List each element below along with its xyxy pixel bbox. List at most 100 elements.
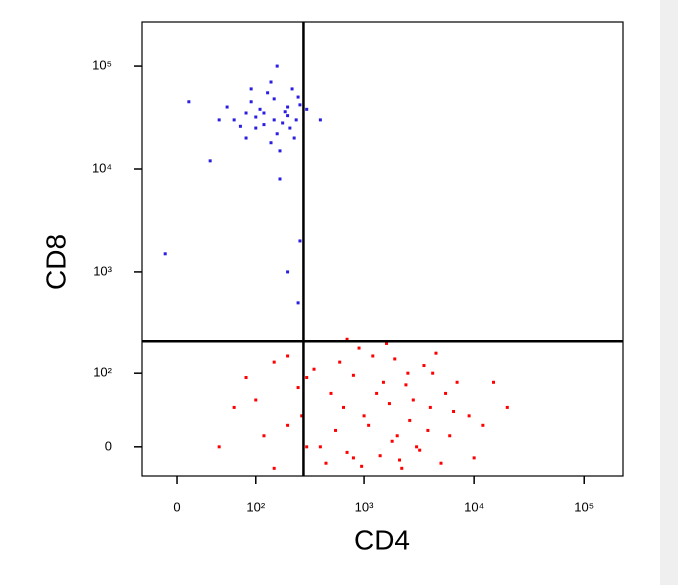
point: [244, 111, 248, 115]
point: [254, 126, 258, 130]
point: [275, 64, 279, 68]
point: [305, 107, 309, 111]
point: [472, 456, 476, 460]
point: [324, 461, 328, 465]
point: [362, 414, 366, 418]
point: [415, 445, 419, 449]
point: [208, 159, 212, 163]
point: [312, 367, 316, 371]
point: [385, 341, 389, 345]
point: [418, 448, 422, 452]
point: [452, 409, 456, 413]
x-tick-label: 0: [173, 499, 180, 514]
point: [400, 466, 404, 470]
point: [272, 360, 276, 364]
point: [434, 351, 438, 355]
point: [404, 383, 408, 387]
point: [300, 414, 304, 418]
point: [187, 100, 191, 104]
point: [288, 126, 292, 130]
y-axis-label: CD8: [40, 234, 71, 290]
point: [375, 391, 379, 395]
point: [286, 354, 290, 358]
y-tick-label: 10⁵: [92, 58, 112, 73]
point: [351, 456, 355, 460]
point: [481, 423, 485, 427]
point: [232, 118, 236, 122]
point: [283, 110, 287, 114]
point: [431, 371, 435, 375]
point: [411, 398, 415, 402]
point: [290, 87, 294, 91]
x-tick-label: 10²: [246, 499, 265, 514]
point: [163, 252, 167, 256]
plot-frame: [141, 21, 624, 477]
point: [329, 391, 333, 395]
point: [269, 141, 273, 145]
point: [286, 105, 290, 109]
point: [254, 115, 258, 119]
point: [371, 354, 375, 358]
point: [467, 414, 471, 418]
point: [272, 118, 276, 122]
point: [439, 461, 443, 465]
point: [406, 371, 410, 375]
point: [269, 80, 273, 84]
point: [281, 121, 285, 125]
point: [305, 445, 309, 449]
point: [492, 380, 496, 384]
point: [262, 111, 266, 115]
point: [294, 118, 298, 122]
y-tick-label: 10⁴: [92, 160, 112, 175]
point: [345, 450, 349, 454]
point: [367, 423, 371, 427]
point: [258, 107, 262, 111]
x-axis-label: CD4: [354, 524, 410, 555]
point: [232, 405, 236, 409]
point: [217, 445, 221, 449]
point: [357, 346, 361, 350]
point: [334, 428, 338, 432]
point: [398, 458, 402, 462]
point: [249, 87, 253, 91]
point: [345, 337, 349, 341]
point: [338, 360, 342, 364]
y-tick-label: 0: [105, 438, 112, 453]
y-tick-label: 10³: [93, 263, 112, 278]
point: [296, 95, 300, 99]
point: [408, 418, 412, 422]
x-tick-label: 10⁵: [574, 499, 594, 514]
point: [426, 428, 430, 432]
point: [286, 114, 290, 118]
point: [422, 364, 426, 368]
point: [318, 118, 322, 122]
point: [387, 402, 391, 406]
point: [351, 373, 355, 377]
point: [428, 405, 432, 409]
point: [505, 405, 509, 409]
point: [393, 357, 397, 361]
point: [278, 177, 282, 181]
point: [298, 239, 302, 243]
point: [266, 91, 270, 95]
point: [455, 380, 459, 384]
point: [244, 376, 248, 380]
point: [225, 105, 229, 109]
point: [262, 434, 266, 438]
point: [278, 149, 282, 153]
x-tick-label: 10³: [355, 499, 374, 514]
point: [275, 132, 279, 136]
point: [296, 301, 300, 305]
point: [286, 270, 290, 274]
point: [390, 439, 394, 443]
point: [217, 118, 221, 122]
y-tick-label: 10²: [93, 365, 112, 380]
point: [444, 391, 448, 395]
point: [249, 100, 253, 104]
point: [262, 123, 266, 127]
point: [381, 380, 385, 384]
point: [305, 376, 309, 380]
point: [298, 103, 302, 107]
point: [272, 466, 276, 470]
